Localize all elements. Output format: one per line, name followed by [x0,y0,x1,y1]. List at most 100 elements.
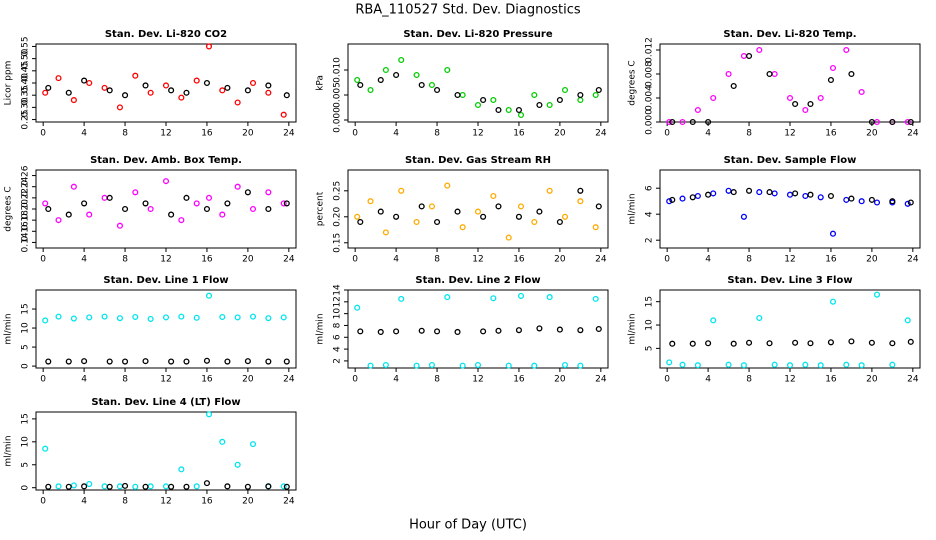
data-point [515,327,522,334]
data-point [45,358,52,365]
data-point [689,118,696,126]
x-tick-label: 0 [40,497,46,507]
data-point [265,82,272,89]
data-point [122,92,129,99]
data-point [132,313,139,321]
plot-frame [347,43,609,123]
x-tick-label: 24 [907,129,919,139]
data-point [178,94,185,101]
data-point [147,89,154,96]
y-tick-label: 0.25 [21,110,31,130]
data-point [556,326,563,333]
data-point [740,362,747,369]
data-point [283,200,290,207]
x-tick-label: 8 [434,255,440,265]
panel-title: Stan. Dev. Line 4 (LT) Flow [91,397,240,408]
data-point [132,72,139,79]
data-point [577,327,584,334]
y-tick-label: 0.55 [21,36,31,56]
data-point [792,339,799,346]
data-point [889,118,896,126]
data-point [265,189,272,196]
x-tick-label: 8 [122,375,128,385]
data-point [490,295,497,302]
x-tick-label: 24 [907,375,919,385]
data-point [725,361,732,368]
plot-frame [35,411,297,491]
data-point [495,203,502,210]
data-point [710,94,717,102]
data-point [771,361,778,368]
x-tick-label: 12 [472,129,483,139]
data-point [827,192,834,200]
data-point [480,328,487,335]
data-point [142,82,149,89]
data-point [193,200,200,207]
data-point [474,361,482,369]
data-point [577,187,584,194]
data-point [556,96,563,104]
data-point [265,89,272,96]
x-tick-label: 16 [825,255,837,265]
data-point [147,205,154,213]
x-tick-label: 4 [81,255,87,265]
data-point [531,362,538,369]
data-point [219,211,226,218]
data-point [183,483,190,490]
plot-frame [659,289,921,369]
data-point [592,295,599,302]
y-tick-label: 0.50 [21,48,31,68]
data-point [889,340,896,347]
data-point [873,199,881,206]
data-point [162,314,170,321]
data-point [265,358,272,365]
data-point [669,118,676,126]
data-point [807,100,814,108]
data-point [766,340,773,347]
data-point [382,66,389,74]
data-point [42,445,49,452]
data-point [561,361,569,369]
data-point [183,89,190,96]
y-tick-label: 6 [333,334,343,340]
y-tick-label: 15 [21,303,31,314]
data-point [730,189,737,196]
data-point [495,327,502,334]
x-tick-label: 4 [705,255,711,265]
data-point [283,92,290,99]
data-point [147,483,154,490]
data-point [382,229,389,236]
x-tick-label: 16 [825,129,837,139]
data-point [434,218,441,226]
data-point [65,358,72,365]
data-point [740,213,747,220]
data-point [666,359,673,366]
x-tick-label: 12 [160,497,171,507]
data-point [122,358,129,365]
data-point [592,91,599,99]
data-point [577,362,584,369]
data-point [829,230,837,237]
data-point [848,70,855,78]
data-point [398,56,405,64]
data-point [868,339,875,346]
data-point [354,213,361,220]
data-point [517,292,525,299]
y-tick-label: 5 [21,462,31,468]
data-point [393,71,400,79]
data-point [244,87,251,94]
y-tick-label: 0.45 [21,61,31,81]
y-axis-label: percent [316,191,326,226]
plot-frame [659,43,921,123]
data-point [205,43,213,50]
panel-title: Stan. Dev. Line 2 Flow [415,275,540,286]
data-point [848,338,855,345]
y-tick-label: 5 [21,344,31,350]
data-point [740,52,747,60]
data-point [244,189,251,196]
data-point [106,87,113,94]
data-point [178,313,185,320]
data-point [280,314,287,321]
x-tick-label: 4 [393,375,399,385]
x-tick-label: 8 [746,129,752,139]
